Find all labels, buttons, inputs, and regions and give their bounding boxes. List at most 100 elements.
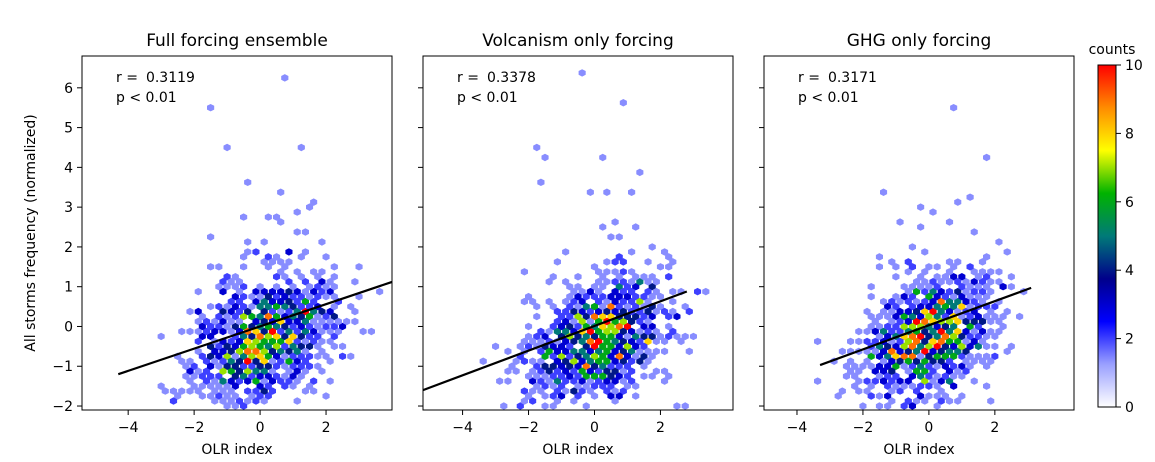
hex-bin [223, 352, 231, 360]
hex-bin [611, 297, 619, 306]
hexbin-layer [814, 104, 1028, 410]
hex-bin [223, 322, 231, 331]
hex-bin [582, 312, 590, 321]
hex-bin [904, 307, 912, 316]
hex-bin [875, 362, 883, 370]
hex-bin [892, 312, 900, 321]
hex-bin [913, 307, 921, 316]
hex-bin [578, 387, 586, 395]
hex-bin [838, 387, 846, 395]
hex-bin [619, 297, 627, 306]
hex-bin [863, 327, 871, 336]
hex-bin [640, 332, 648, 341]
hex-bin [933, 292, 941, 301]
hex-bin [950, 302, 958, 311]
hex-bin [533, 372, 541, 380]
hex-bin [533, 302, 541, 311]
hex-bin [570, 307, 578, 316]
hex-bin [235, 377, 243, 385]
hex-bin [892, 302, 900, 311]
hex-bin [252, 337, 260, 346]
hex-bin [186, 377, 194, 385]
hex-bin [888, 357, 896, 365]
hex-bin [913, 317, 921, 326]
hex-bin [557, 322, 566, 331]
hex-bin [231, 392, 239, 400]
hex-bin [260, 327, 268, 336]
hex-bin [983, 382, 991, 390]
hex-bin [529, 357, 537, 365]
hex-bin [314, 283, 322, 291]
hex-bin [974, 332, 982, 341]
hex-bin [549, 392, 557, 400]
hex-bin [917, 312, 925, 321]
hex-bin [343, 317, 351, 326]
hex-bin [884, 332, 892, 341]
hex-bin [958, 292, 966, 301]
hex-bin [900, 312, 908, 321]
hex-bin [970, 228, 978, 236]
y-tick-label: 0 [64, 319, 73, 335]
hex-bin [958, 392, 966, 400]
hex-bin [892, 372, 900, 380]
hex-bin [330, 312, 338, 321]
y-tick-label: 3 [64, 200, 73, 216]
hex-bin [537, 327, 545, 336]
hex-bin [937, 397, 945, 405]
hex-bin [941, 392, 949, 400]
hex-bin [636, 168, 644, 177]
hex-bin [570, 357, 578, 365]
hex-bin [260, 287, 268, 296]
hex-bin [603, 258, 611, 266]
hex-bin [231, 273, 239, 281]
hex-bin [880, 367, 888, 375]
hex-bin [231, 352, 239, 360]
hex-bin [570, 377, 578, 385]
hex-bin [987, 287, 995, 296]
hex-bin [582, 332, 590, 341]
hex-bin [970, 287, 978, 296]
hex-bin [256, 332, 264, 341]
hex-bin [227, 357, 235, 365]
hex-bin [962, 337, 970, 346]
hex-bin [640, 273, 648, 281]
hex-bin [937, 297, 945, 306]
hex-bin [322, 253, 330, 261]
hex-bin [673, 332, 681, 341]
hex-bin [520, 297, 528, 306]
hex-bin [966, 362, 974, 370]
hex-bin [273, 273, 281, 281]
hex-bin [867, 352, 875, 360]
hex-bin [991, 312, 999, 321]
hex-bin [582, 402, 590, 410]
p-value-annotation: p < 0.01 [798, 90, 859, 106]
hex-bin [211, 387, 219, 395]
r-value: 0.3171 [828, 70, 877, 86]
hex-bin [615, 392, 623, 400]
hex-bin [978, 258, 987, 266]
hex-bin [661, 347, 669, 356]
hex-bin [520, 387, 528, 395]
hex-bin [520, 357, 528, 365]
hex-bin [623, 352, 631, 360]
hex-bin [607, 392, 615, 400]
hex-bin [983, 332, 991, 341]
hex-bin [198, 312, 206, 321]
hex-bin [867, 312, 875, 321]
p-value-annotation: p < 0.01 [457, 90, 518, 106]
colorbar-tick-label: 4 [1125, 263, 1134, 279]
hex-bin [496, 377, 504, 385]
hex-bin [248, 342, 256, 351]
hex-bin [306, 342, 314, 351]
hex-bin [648, 332, 656, 341]
hex-bin [958, 273, 966, 281]
hex-bin [640, 352, 648, 360]
hex-bin [913, 278, 921, 286]
hex-bin [983, 283, 991, 291]
hex-bin [838, 347, 846, 356]
hex-bin [628, 188, 636, 196]
hex-bin [937, 377, 945, 385]
hex-bin [198, 332, 206, 341]
hex-bin [314, 332, 322, 341]
hex-bin [330, 263, 338, 271]
